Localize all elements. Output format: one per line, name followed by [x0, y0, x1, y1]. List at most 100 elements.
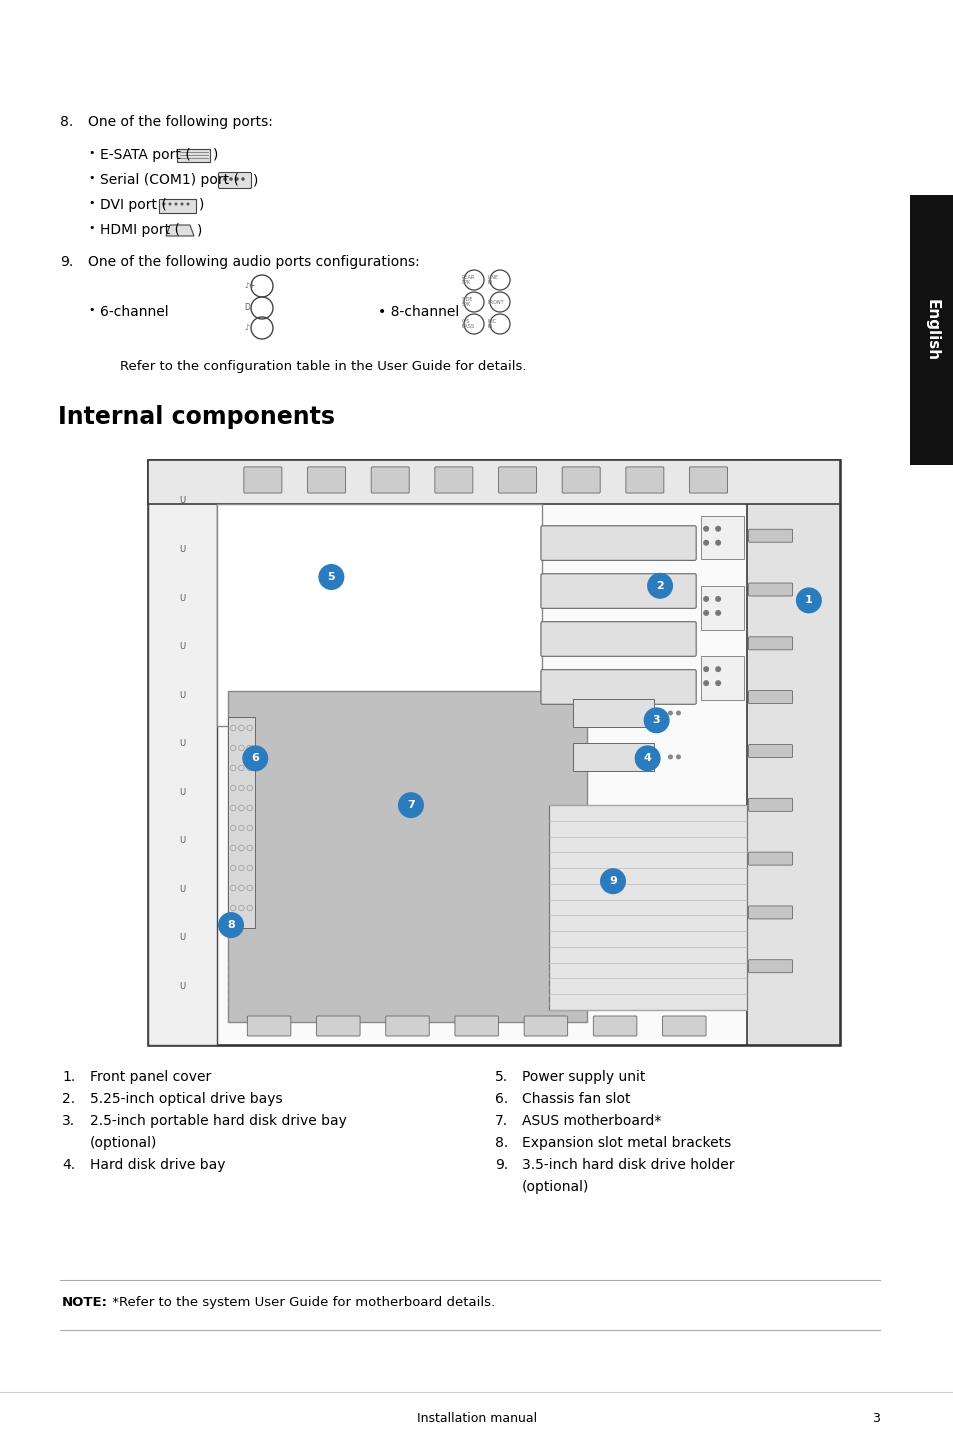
- Text: One of the following audio ports configurations:: One of the following audio ports configu…: [88, 255, 419, 269]
- Circle shape: [667, 710, 672, 716]
- Text: ♪: ♪: [244, 324, 249, 332]
- Bar: [148, 460, 840, 1045]
- Circle shape: [242, 745, 268, 771]
- FancyBboxPatch shape: [561, 467, 599, 493]
- FancyBboxPatch shape: [689, 467, 727, 493]
- Text: One of the following ports:: One of the following ports:: [88, 115, 273, 129]
- Text: 7: 7: [407, 800, 415, 810]
- Text: HDMI port (: HDMI port (: [100, 223, 180, 237]
- FancyBboxPatch shape: [625, 467, 663, 493]
- FancyBboxPatch shape: [371, 467, 409, 493]
- FancyBboxPatch shape: [435, 467, 473, 493]
- Text: U: U: [179, 982, 186, 991]
- Circle shape: [218, 912, 244, 938]
- FancyBboxPatch shape: [540, 670, 696, 705]
- FancyBboxPatch shape: [540, 526, 696, 561]
- Circle shape: [667, 755, 672, 759]
- Circle shape: [599, 869, 625, 894]
- Circle shape: [702, 610, 708, 615]
- FancyBboxPatch shape: [748, 798, 792, 811]
- Circle shape: [241, 177, 245, 181]
- Text: Hard disk drive bay: Hard disk drive bay: [90, 1158, 225, 1172]
- FancyBboxPatch shape: [244, 467, 281, 493]
- Text: 8.: 8.: [60, 115, 73, 129]
- Text: 2: 2: [656, 581, 663, 591]
- Text: U: U: [179, 933, 186, 942]
- FancyBboxPatch shape: [573, 699, 653, 726]
- Text: 2.: 2.: [62, 1091, 75, 1106]
- FancyBboxPatch shape: [247, 1017, 291, 1035]
- Bar: [228, 718, 255, 928]
- Bar: [700, 516, 742, 559]
- Text: 2.5-inch portable hard disk drive bay: 2.5-inch portable hard disk drive bay: [90, 1114, 347, 1127]
- Bar: [909, 196, 953, 464]
- Text: U: U: [179, 837, 186, 846]
- Text: Installation manual: Installation manual: [416, 1412, 537, 1425]
- Text: •: •: [88, 198, 94, 209]
- Text: 5.: 5.: [495, 1070, 508, 1084]
- Circle shape: [646, 572, 673, 598]
- FancyBboxPatch shape: [748, 637, 792, 650]
- FancyBboxPatch shape: [455, 1017, 497, 1035]
- Text: 3.5-inch hard disk drive holder: 3.5-inch hard disk drive holder: [521, 1158, 734, 1172]
- Circle shape: [229, 177, 233, 181]
- Circle shape: [702, 595, 708, 603]
- Text: U: U: [179, 545, 186, 554]
- Text: LINE
IN: LINE IN: [488, 275, 498, 285]
- Text: ): ): [196, 223, 202, 237]
- FancyBboxPatch shape: [316, 1017, 359, 1035]
- Text: 3: 3: [871, 1412, 879, 1425]
- Text: 9.: 9.: [495, 1158, 508, 1172]
- Text: *Refer to the system User Guide for motherboard details.: *Refer to the system User Guide for moth…: [108, 1296, 495, 1309]
- Text: English: English: [923, 299, 939, 361]
- Circle shape: [180, 203, 183, 206]
- FancyBboxPatch shape: [748, 690, 792, 703]
- Circle shape: [702, 680, 708, 686]
- Bar: [217, 503, 542, 726]
- Polygon shape: [166, 224, 193, 236]
- Text: • 8-channel: • 8-channel: [377, 305, 458, 319]
- Text: ♪+: ♪+: [244, 282, 255, 290]
- Text: REAR
SPK: REAR SPK: [461, 275, 475, 285]
- Text: •: •: [88, 305, 94, 315]
- Circle shape: [715, 610, 720, 615]
- Text: NOTE:: NOTE:: [62, 1296, 108, 1309]
- FancyBboxPatch shape: [748, 529, 792, 542]
- Circle shape: [715, 595, 720, 603]
- FancyBboxPatch shape: [498, 467, 536, 493]
- FancyBboxPatch shape: [748, 906, 792, 919]
- Text: 9: 9: [608, 876, 617, 886]
- Circle shape: [169, 203, 172, 206]
- Text: DVI port (: DVI port (: [100, 198, 167, 211]
- Text: FRONT: FRONT: [488, 299, 504, 305]
- FancyBboxPatch shape: [385, 1017, 429, 1035]
- FancyBboxPatch shape: [748, 745, 792, 758]
- Text: MIC
IN: MIC IN: [488, 319, 497, 329]
- Text: C/S
BASS: C/S BASS: [461, 319, 475, 329]
- Text: ): ): [253, 173, 258, 187]
- Text: 1.: 1.: [62, 1070, 75, 1084]
- Text: 7.: 7.: [495, 1114, 508, 1127]
- Text: •: •: [88, 173, 94, 183]
- FancyBboxPatch shape: [540, 574, 696, 608]
- Circle shape: [715, 666, 720, 672]
- Bar: [549, 805, 746, 1009]
- Circle shape: [235, 177, 238, 181]
- Text: Serial (COM1) port (: Serial (COM1) port (: [100, 173, 239, 187]
- FancyBboxPatch shape: [748, 959, 792, 972]
- FancyBboxPatch shape: [177, 148, 211, 161]
- Text: U: U: [179, 739, 186, 748]
- Text: •: •: [88, 223, 94, 233]
- FancyBboxPatch shape: [540, 621, 696, 656]
- Text: D: D: [244, 303, 250, 312]
- Text: 6.: 6.: [495, 1091, 508, 1106]
- Text: Internal components: Internal components: [58, 406, 335, 429]
- Text: 8: 8: [227, 920, 234, 930]
- Text: 4.: 4.: [62, 1158, 75, 1172]
- Text: 1: 1: [804, 595, 812, 605]
- Text: U: U: [179, 496, 186, 505]
- Text: U: U: [179, 594, 186, 603]
- Circle shape: [174, 203, 177, 206]
- Text: 3.: 3.: [62, 1114, 75, 1127]
- Text: Chassis fan slot: Chassis fan slot: [521, 1091, 630, 1106]
